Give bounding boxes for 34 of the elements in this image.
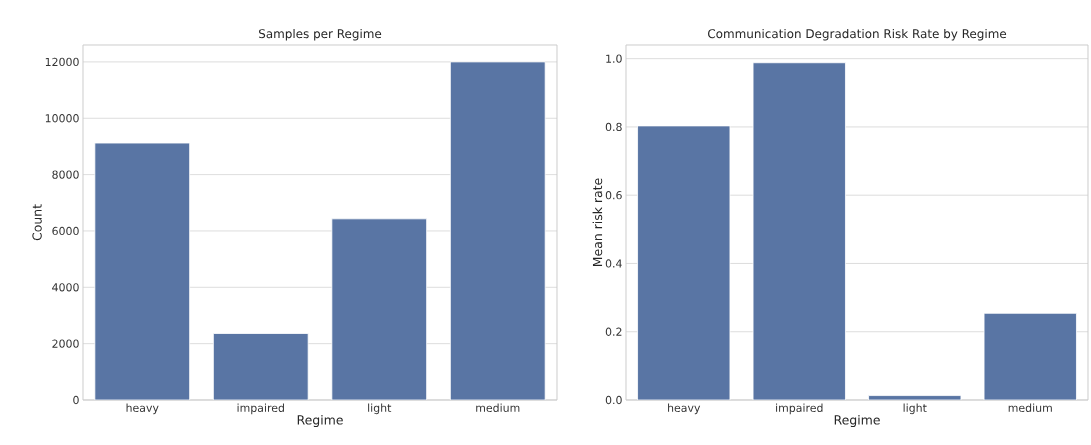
x-tick-label: impaired xyxy=(776,403,823,415)
x-tick-label: light xyxy=(368,403,392,415)
chart-title: Communication Degradation Risk Rate by Regime xyxy=(708,28,1007,41)
bar xyxy=(331,218,427,400)
y-tick-label: 1.0 xyxy=(606,54,622,63)
y-tick-label: 6000 xyxy=(52,226,79,236)
y-tick-label: 0.8 xyxy=(605,122,622,132)
x-tick-label: light xyxy=(903,403,927,415)
y-axis-title: Count xyxy=(32,204,42,241)
bar xyxy=(637,125,730,400)
y-tick-label: 10000 xyxy=(45,114,79,123)
x-tick-label: heavy xyxy=(126,403,159,415)
x-tick-label: heavy xyxy=(668,403,701,415)
y-axis-title: Mean risk rate xyxy=(592,178,603,266)
y-tick-label: 0.6 xyxy=(605,191,622,200)
y-tick-label: 8000 xyxy=(52,170,79,179)
bar xyxy=(94,143,190,400)
bar xyxy=(983,312,1077,400)
y-tick-label: 0.4 xyxy=(605,259,622,268)
y-tick-label: 0 xyxy=(73,395,79,405)
x-tick-label: medium xyxy=(476,403,520,412)
x-tick-label: impaired xyxy=(237,403,284,415)
x-axis-title: Regime xyxy=(834,414,880,428)
y-tick-label: 0.2 xyxy=(605,327,622,336)
bar xyxy=(213,333,309,400)
y-tick-label: 2000 xyxy=(52,339,79,348)
y-tick-label: 0.0 xyxy=(605,395,622,405)
x-axis-title: Regime xyxy=(297,414,343,428)
y-tick-label: 4000 xyxy=(52,283,79,292)
bar xyxy=(449,61,546,400)
bar xyxy=(753,62,846,400)
x-tick-label: medium xyxy=(1008,403,1052,412)
y-tick-label: 12000 xyxy=(45,57,79,67)
chart-title: Samples per Regime xyxy=(259,28,382,41)
